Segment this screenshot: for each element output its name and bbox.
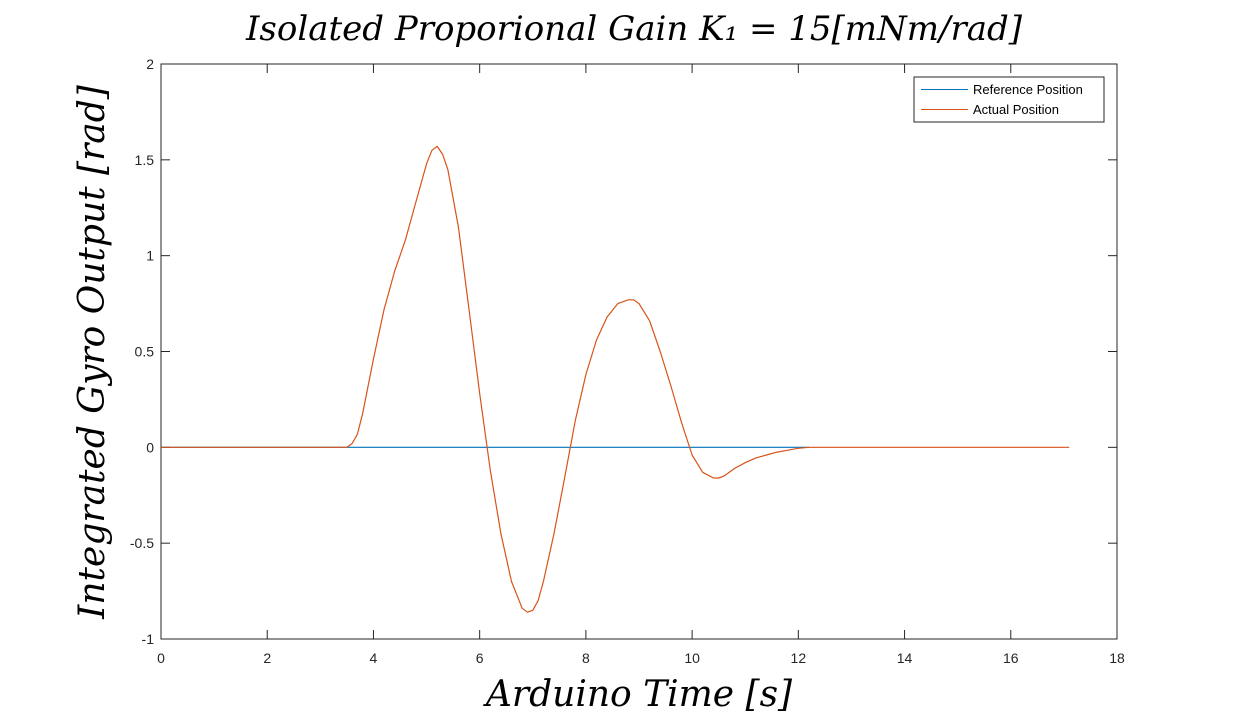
y-tick-label: 0 [146,439,154,455]
actual-position-line [161,145,1070,613]
y-tick-label: 1.5 [135,152,155,168]
x-tick-label: 14 [897,650,913,666]
x-axis-label: Arduino Time [s] [483,674,793,715]
legend: Reference Position Actual Position [913,76,1105,123]
x-tick-label: 12 [791,650,807,666]
x-tick-label: 0 [157,650,165,666]
plot-area [160,63,1118,640]
x-tick-label: 4 [370,650,378,666]
y-tick-label: 0.5 [135,344,155,360]
x-tick-label: 8 [582,650,590,666]
legend-label-reference: Reference Position [973,82,1083,97]
y-tick-label: -0.5 [130,535,154,551]
y-tick-label: -1 [142,631,155,647]
x-tick-label: 16 [1003,650,1019,666]
x-tick-label: 10 [684,650,700,666]
chart-title: Isolated Proporional Gain K₁ = 15[mNm/ra… [245,9,1023,49]
y-axis-label: Integrated Gyro Output [rad] [72,84,113,620]
legend-label-actual: Actual Position [973,102,1059,117]
x-tick-label: 6 [476,650,484,666]
series-layer [161,145,1070,613]
y-tick-label: 1 [146,248,154,264]
y-tick-label: 2 [146,56,154,72]
axis-ticks: 0 2 4 6 8 10 12 14 16 18 -1 -0.5 0 0.5 1 1.5 2 [130,56,1125,666]
x-tick-label: 18 [1109,650,1125,666]
x-tick-label: 2 [263,650,271,666]
legend-box [913,76,1105,123]
